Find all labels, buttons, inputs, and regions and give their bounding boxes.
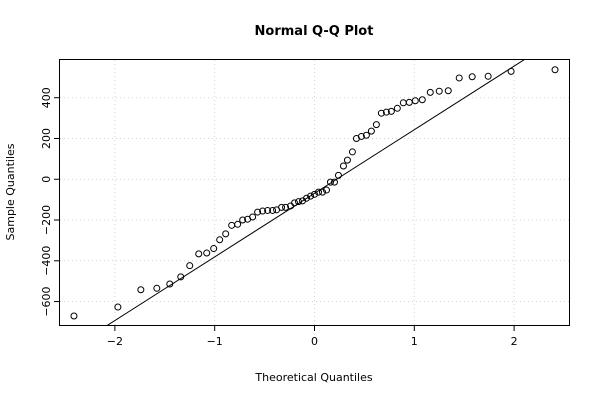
data-point [468,73,476,81]
data-point [195,250,203,258]
chart-title: Normal Q-Q Plot [255,24,374,39]
data-point [367,127,375,135]
data-point [282,203,290,211]
data-point [259,207,267,215]
data-point [303,194,311,202]
data-point [372,121,380,129]
axes: −2 −1 0 1 2 −600 −400 −200 0 200 400 [40,87,518,348]
data-point [137,286,145,294]
y-axis-label: Sample Quantiles [4,143,17,240]
data-layer [70,60,559,325]
data-point [222,230,230,238]
data-point [426,88,434,96]
data-point [70,312,78,320]
data-point [295,198,303,206]
y-tick-label: 200 [40,128,53,149]
y-tick-label: −600 [40,286,53,316]
data-point [405,98,413,106]
data-point [348,148,356,156]
data-point [339,162,347,170]
data-point [551,66,559,74]
data-point [311,190,318,198]
data-point [269,206,277,214]
data-point [153,284,161,292]
data-point [210,245,218,253]
data-point [314,188,322,196]
y-tick-label: 0 [40,176,53,183]
data-point [114,303,122,311]
data-point [484,72,492,80]
data-point [343,156,351,164]
y-tick-label: −400 [40,246,53,276]
data-point [203,249,211,257]
data-point [216,236,224,244]
data-point [228,221,236,229]
y-tick-label: −200 [40,205,53,235]
x-tick-label: 2 [511,335,518,348]
data-point [393,104,401,112]
data-point [418,96,426,104]
data-point [264,206,272,214]
data-point [455,74,463,82]
data-point [307,192,315,200]
grid [60,60,569,325]
data-point [435,87,443,95]
data-point [239,216,247,224]
data-point [357,132,365,140]
data-point [444,87,452,95]
data-point [254,208,262,216]
data-point [291,199,299,207]
data-point [249,213,257,221]
qq-reference-line [106,60,525,325]
data-point [377,109,385,117]
data-point [387,107,395,115]
data-point [166,280,174,288]
data-point [186,262,194,270]
x-axis-label: Theoretical Quantiles [254,371,372,384]
x-tick-label: −2 [107,335,123,348]
data-point [322,186,330,194]
data-point [318,188,326,196]
data-point [399,99,407,107]
data-point [234,220,242,228]
data-point [177,273,185,281]
x-tick-label: 1 [411,335,418,348]
data-point [330,178,338,186]
x-tick-label: −1 [207,335,223,348]
y-tick-label: 400 [40,87,53,108]
data-point [278,203,286,211]
data-point [326,178,334,186]
data-point [362,131,370,139]
data-point [334,171,342,179]
x-tick-label: 0 [311,335,318,348]
data-point [411,97,419,105]
data-point [507,67,515,75]
data-point [382,108,390,116]
